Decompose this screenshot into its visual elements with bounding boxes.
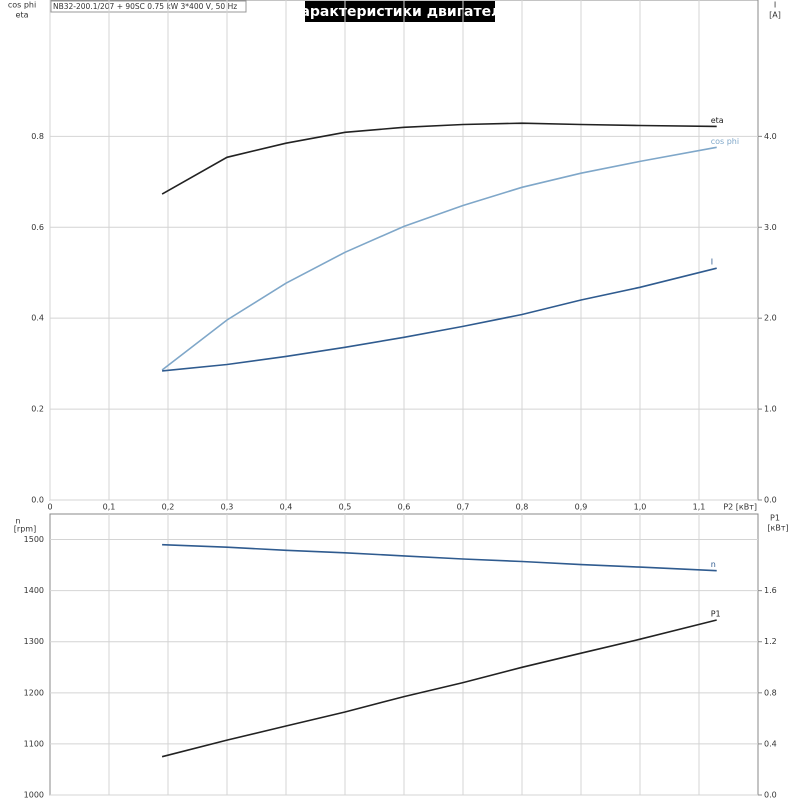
series-line — [162, 543, 717, 572]
y-tick-label: 1500 — [24, 535, 44, 544]
subtitle: NB32-200.1/207 + 90SC 0.75 kW 3*400 V, 5… — [53, 2, 237, 11]
y-tick-label: 1200 — [24, 688, 44, 697]
y2-tick-label: 1.6 — [764, 586, 777, 595]
series-line — [162, 267, 717, 372]
y-tick-label: 0.6 — [31, 223, 44, 232]
y-axis-label: cos phi — [8, 1, 36, 10]
y-tick-label: 1300 — [24, 637, 44, 646]
x-tick-label: 0 — [47, 503, 52, 512]
y2-tick-label: 0.4 — [764, 739, 777, 748]
y-tick-label: 1400 — [24, 586, 44, 595]
series-label: eta — [711, 116, 724, 125]
y2-tick-label: 0.0 — [764, 791, 777, 800]
y2-tick-label: 0.8 — [764, 688, 777, 697]
y2-tick-label: 1.0 — [764, 405, 777, 414]
y2-tick-label: 2.0 — [764, 314, 777, 323]
y-tick-label: 1100 — [24, 739, 44, 748]
info-box — [50, 0, 247, 13]
x-tick-label: 1,0 — [634, 503, 647, 512]
series-label: cos phi — [711, 137, 739, 146]
x-tick-label: 0,5 — [339, 503, 352, 512]
x-axis-label: P2 [кВт] — [723, 503, 757, 512]
y-axis-label: eta — [16, 11, 29, 20]
series-label: P1 — [711, 610, 721, 619]
y2-tick-label: 0.0 — [764, 496, 777, 505]
x-tick-label: 0,6 — [398, 503, 411, 512]
x-tick-label: 0,4 — [280, 503, 293, 512]
series-line — [161, 146, 717, 371]
y-tick-label: 0.0 — [31, 496, 44, 505]
y-tick-label: 0.4 — [31, 314, 44, 323]
series-line — [161, 122, 717, 195]
y-axis-label: n — [15, 517, 20, 526]
y2-tick-label: 4.0 — [764, 132, 777, 141]
x-tick-label: 0,1 — [103, 503, 116, 512]
title-box — [305, 1, 495, 22]
y-tick-label: 0.2 — [31, 405, 44, 414]
x-tick-label: 0,7 — [457, 503, 470, 512]
y2-axis-label: [A] — [769, 11, 781, 20]
y2-axis-label: P1 — [770, 514, 780, 523]
series-line — [161, 619, 717, 758]
y-axis-label: [rpm] — [14, 525, 36, 534]
x-tick-label: 0,2 — [162, 503, 175, 512]
y2-axis-label: [кВт] — [767, 524, 788, 533]
y-tick-label: 1000 — [24, 791, 44, 800]
y2-tick-label: 3.0 — [764, 223, 777, 232]
chart-title: Характеристики двигателя — [290, 4, 511, 20]
x-tick-label: 0,3 — [221, 503, 234, 512]
x-tick-label: 0,9 — [575, 503, 588, 512]
series-label: I — [711, 258, 713, 267]
y2-tick-label: 1.2 — [764, 637, 777, 646]
y2-axis-label: I — [774, 1, 776, 10]
x-tick-label: 1,1 — [693, 503, 706, 512]
series-label: n — [711, 560, 716, 569]
x-tick-label: 0,8 — [516, 503, 529, 512]
y-tick-label: 0.8 — [31, 132, 44, 141]
